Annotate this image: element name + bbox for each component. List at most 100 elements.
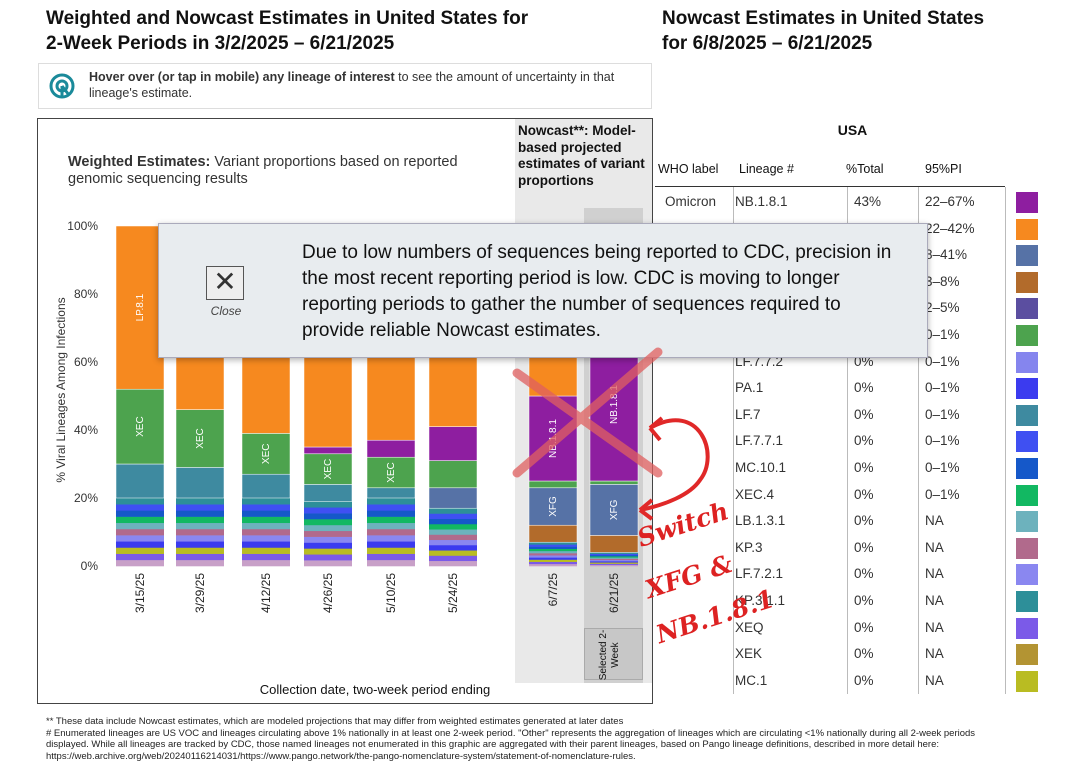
segment-label: NB.1.8.1 <box>548 419 559 458</box>
bar-segment-xec <box>175 409 225 468</box>
bar-segment-other <box>242 535 290 542</box>
y-axis-label: % Viral Lineages Among Infections <box>54 297 68 482</box>
cell-pi: 0–1% <box>925 433 960 449</box>
color-swatch <box>1016 644 1038 666</box>
bar-segment-other <box>116 541 164 548</box>
segment-label: XEC <box>135 416 146 437</box>
segment-label: XEC <box>386 462 397 483</box>
bar-segment-other <box>529 553 577 556</box>
cell-pi: NA <box>925 646 944 662</box>
table-row[interactable]: KP.3 0% NA <box>655 535 1050 562</box>
x-tick-label: 3/15/25 <box>133 573 147 613</box>
y-tick-label: 100% <box>67 219 98 233</box>
weighted-estimates-label: Weighted Estimates: Variant proportions … <box>68 154 488 188</box>
table-row[interactable]: LF.7 0% 0–1% <box>655 402 1050 429</box>
bar-segment-other <box>590 557 638 559</box>
table-row[interactable]: MC.10.1 0% 0–1% <box>655 455 1050 482</box>
bar-segment-other <box>429 529 477 535</box>
bar-segment-other <box>367 528 415 536</box>
bar-segment-other <box>242 559 290 567</box>
cell-lineage: XEC.4 <box>735 486 775 502</box>
bar-segment-other <box>590 558 638 561</box>
nowcast-label: Nowcast**: Model-based projected estimat… <box>518 123 652 189</box>
bar-segment-other <box>429 513 477 520</box>
column-divider <box>847 187 848 695</box>
x-tick-label: 3/29/25 <box>193 573 207 613</box>
bar-segment-lf-7 <box>241 473 291 499</box>
selected-2-week-button[interactable] <box>584 628 643 680</box>
bar-segment-xfg-related <box>589 535 639 553</box>
table-row[interactable]: LF.7.7.1 0% 0–1% <box>655 428 1050 455</box>
bar-segment-other <box>242 498 290 505</box>
bar-segment-other <box>176 541 224 548</box>
table-row[interactable]: XEQ 0% NA <box>655 615 1050 642</box>
cell-pi: 22–42% <box>925 220 975 236</box>
bar-segment-other <box>429 539 477 546</box>
color-swatch <box>1016 351 1038 373</box>
table-row[interactable]: LB.1.3.1 0% NA <box>655 508 1050 535</box>
bar-segment-xec <box>428 460 478 489</box>
bar-segment-other <box>176 547 224 554</box>
cell-lineage: LF.7 <box>735 406 761 422</box>
cell-pct: 0% <box>854 619 874 635</box>
cell-pct: 43% <box>854 194 882 209</box>
bar-segment-other <box>304 519 352 526</box>
table-row[interactable]: Omicron NB.1.8.1 43% 22–67% <box>655 189 1050 216</box>
bar-segment-other <box>529 550 577 554</box>
low-precision-popup <box>158 223 928 358</box>
color-swatch <box>1016 431 1038 453</box>
bar-segment-other <box>429 534 477 541</box>
table-row[interactable]: MC.1 0% NA <box>655 668 1050 695</box>
bar-segment-other <box>116 504 164 511</box>
bar-segment-other <box>590 553 638 556</box>
title-left-line2: 2-Week Periods in 3/2/2025 – 6/21/2025 <box>46 33 395 54</box>
color-swatch <box>1016 378 1038 400</box>
bar-segment-xec <box>366 456 416 489</box>
color-swatch <box>1016 591 1038 612</box>
cell-lineage: PA.1 <box>735 380 764 396</box>
bar-segment-other <box>529 548 577 552</box>
bar-segment-other <box>242 522 290 530</box>
bar-segment-other <box>116 535 164 542</box>
bar-segment-other <box>367 541 415 548</box>
table-row[interactable]: KP.3.1.1 0% NA <box>655 588 1050 615</box>
bar-segment-other <box>176 522 224 530</box>
table-row[interactable]: LF.7.7.2 0% 0–1% <box>655 349 1050 376</box>
bar-segment-other <box>242 541 290 548</box>
table-row[interactable]: PA.1 0% 0–1% <box>655 375 1050 402</box>
cell-lineage: MC.10.1 <box>735 460 787 475</box>
close-button[interactable]: ✕ <box>206 266 244 300</box>
close-label: Close <box>210 304 242 318</box>
chart-title-left: Weighted and Nowcast Estimates in United… <box>46 6 528 56</box>
table-row[interactable]: LF.7.2.1 0% NA <box>655 561 1050 588</box>
hover-hint: Hover over (or tap in mobile) any lineag… <box>38 63 652 109</box>
color-swatch <box>1016 458 1038 479</box>
color-swatch <box>1016 484 1038 506</box>
cell-pi: NA <box>925 566 944 582</box>
table-row[interactable]: 8–41% <box>655 242 1050 269</box>
table-row[interactable]: 2–5% <box>655 295 1050 322</box>
y-tick-label: 80% <box>74 287 98 301</box>
bar-segment-other <box>429 555 477 562</box>
footnote-line: displayed. While all lineages are tracke… <box>46 739 940 750</box>
bar-segment-other <box>367 522 415 530</box>
table-row[interactable]: XEC.4 0% 0–1% <box>655 482 1050 509</box>
selected-2-week-label: Selected 2-Week <box>598 629 621 681</box>
cell-pi: 2–5% <box>925 300 960 316</box>
cell-pi: 8–41% <box>925 247 968 263</box>
bar-segment-lf-7 <box>115 463 165 499</box>
segment-label: XEC <box>323 459 334 480</box>
bar-segment-other <box>242 528 290 536</box>
bar-segment-other <box>529 542 577 545</box>
table-row[interactable]: XEK 0% NA <box>655 641 1050 668</box>
cell-lineage: MC.1 <box>735 672 768 688</box>
nowcast-table: USA WHO label Lineage # %Total 95%PI Omi… <box>655 119 1050 699</box>
color-swatch <box>1016 537 1038 559</box>
table-row[interactable]: 3–8% <box>655 269 1050 296</box>
bar-segment-xec <box>241 433 291 475</box>
y-tick-label: 40% <box>74 423 98 437</box>
table-row[interactable]: 0–1% <box>655 322 1050 349</box>
header-divider <box>655 186 1005 187</box>
cell-pi: 22–67% <box>925 194 975 209</box>
bar-segment-other <box>367 516 415 524</box>
